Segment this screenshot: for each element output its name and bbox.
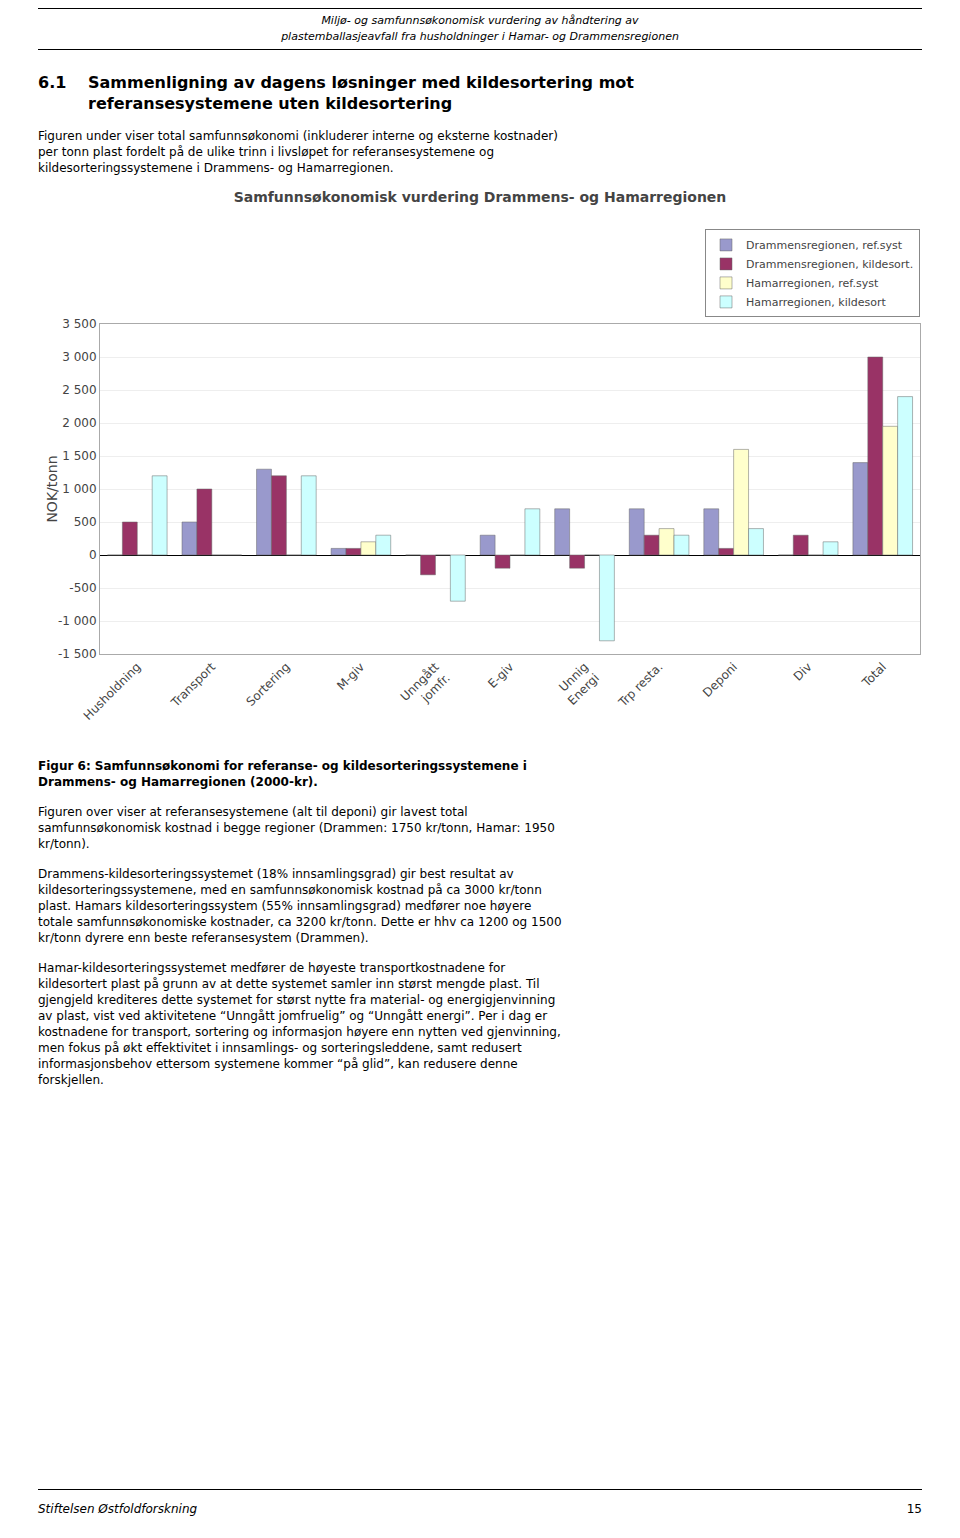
html-text:6.1: 6.1 <box>38 73 67 92</box>
svg-text:UnnigEnergi: UnnigEnergi <box>554 660 602 708</box>
svg-text:2 500: 2 500 <box>62 383 96 397</box>
html-text:15: 15 <box>906 1502 922 1516</box>
svg-text:Husholdning: Husholdning <box>81 660 144 723</box>
html-text:Hamar-kildesorteringssystemet: Hamar-kildesorteringssystemet medfører d… <box>38 961 561 1087</box>
html-text:Stiftelsen Østfoldforskning: Stiftelsen Østfoldforskning <box>38 1502 198 1516</box>
html-text:Drammens-kildesorteringssystem: Drammens-kildesorteringssystemet (18% in… <box>38 867 562 945</box>
svg-text:3 500: 3 500 <box>62 317 96 331</box>
svg-text:Total: Total <box>859 660 889 690</box>
svg-text:E-giv: E-giv <box>485 660 516 691</box>
svg-text:Drammensregionen, kildesort.: Drammensregionen, kildesort. <box>746 258 913 271</box>
svg-text:500: 500 <box>74 515 97 529</box>
svg-text:Div: Div <box>791 660 815 684</box>
svg-text:-1 500: -1 500 <box>58 647 97 661</box>
svg-text:2 000: 2 000 <box>62 416 96 430</box>
svg-text:1 000: 1 000 <box>62 482 96 496</box>
svg-text:-1 000: -1 000 <box>58 614 97 628</box>
html-text:Miljø- og samfunnsøkonomisk vu: Miljø- og samfunnsøkonomisk vurdering av… <box>321 14 639 27</box>
svg-text:0: 0 <box>89 548 97 562</box>
html-text:Figuren under viser total samf: Figuren under viser total samfunnsøkonom… <box>38 129 558 175</box>
svg-text:NOK/tonn: NOK/tonn <box>44 455 60 522</box>
svg-text:Hamarregionen, kildesort: Hamarregionen, kildesort <box>746 296 887 309</box>
svg-text:Deponi: Deponi <box>700 660 740 700</box>
svg-text:Sortering: Sortering <box>244 660 293 709</box>
html-text:Sammenligning av dagens løsnin: Sammenligning av dagens løsninger med ki… <box>88 73 634 113</box>
svg-text:Unngåttjomfr.: Unngåttjomfr. <box>398 660 453 715</box>
svg-text:Transport: Transport <box>168 660 219 711</box>
html-text:Figuren over viser at referans: Figuren over viser at referansesystemene… <box>38 805 555 851</box>
svg-text:M-giv: M-giv <box>334 660 367 693</box>
html-text:Figur 6: Samfunnsøkonomi for r: Figur 6: Samfunnsøkonomi for referanse- … <box>38 759 527 789</box>
svg-text:Drammensregionen, ref.syst: Drammensregionen, ref.syst <box>746 239 903 252</box>
svg-text:Trp resta.: Trp resta. <box>615 660 665 710</box>
svg-text:3 000: 3 000 <box>62 350 96 364</box>
svg-text:Hamarregionen, ref.syst: Hamarregionen, ref.syst <box>746 277 879 290</box>
svg-text:Samfunnsøkonomisk vurdering Dr: Samfunnsøkonomisk vurdering Drammens- og… <box>234 189 727 205</box>
svg-text:-500: -500 <box>69 581 96 595</box>
svg-text:1 500: 1 500 <box>62 449 96 463</box>
html-text:plastemballasjeavfall fra hush: plastemballasjeavfall fra husholdninger … <box>281 30 679 43</box>
